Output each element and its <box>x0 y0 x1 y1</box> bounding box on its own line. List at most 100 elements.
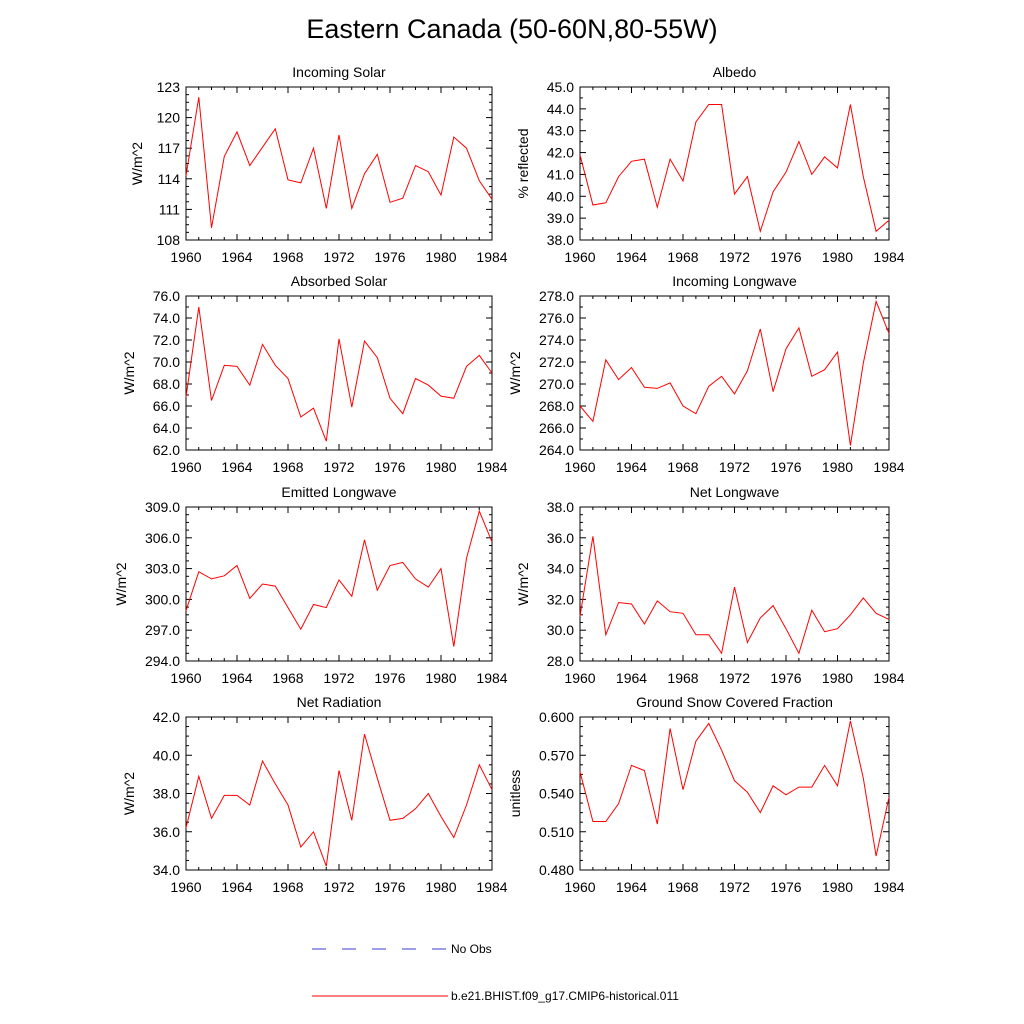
y-tick-label: 43.0 <box>547 123 574 139</box>
y-tick-label: 32.0 <box>547 591 574 607</box>
y-tick-label: 40.0 <box>547 188 574 204</box>
y-tick-label: 38.0 <box>547 232 574 248</box>
panel-3: Absorbed Solar 62.0 64.0 66.0 68.0 70.0 72.0 74… <box>121 273 508 475</box>
x-tick-label: 1980 <box>822 249 853 265</box>
page-title: Eastern Canada (50-60N,80-55W) <box>306 14 718 44</box>
y-tick-label: 72.0 <box>153 332 180 348</box>
series-line <box>579 104 890 234</box>
panel-title: Incoming Longwave <box>672 273 797 289</box>
y-tick-label: 70.0 <box>153 354 180 370</box>
panel-title: Net Radiation <box>297 694 382 710</box>
x-tick-label: 1964 <box>616 670 647 686</box>
plot-frame <box>579 716 890 871</box>
x-tick-label: 1976 <box>374 249 405 265</box>
y-tick-label: 42.0 <box>547 145 574 161</box>
y-tick-label: 117 <box>158 140 181 156</box>
x-tick-label: 1972 <box>719 879 750 895</box>
y-tick-label: 123 <box>157 79 181 95</box>
x-tick-label: 1972 <box>323 879 354 895</box>
x-tick-label: 1968 <box>667 459 698 475</box>
y-axis-label: W/m^2 <box>113 562 129 605</box>
plot-frame <box>579 86 890 241</box>
x-tick-label: 1972 <box>719 670 750 686</box>
x-tick-label: 1980 <box>822 879 853 895</box>
x-tick-label: 1984 <box>476 879 507 895</box>
x-tick-label: 1980 <box>425 879 456 895</box>
x-tick-label: 1980 <box>425 459 456 475</box>
legend-obs-label: No Obs <box>451 942 492 956</box>
panel-title: Ground Snow Covered Fraction <box>636 694 833 710</box>
series-line <box>185 734 493 867</box>
x-tick-label: 1976 <box>770 670 801 686</box>
y-tick-label: 34.0 <box>547 561 574 577</box>
y-tick-label: 268.0 <box>539 398 574 414</box>
x-tick-label: 1972 <box>719 249 750 265</box>
panel-2: Albedo 38.0 39.0 40.0 41.0 42.0 43.0 44.0 45.0 19… <box>515 64 905 265</box>
panel-title: Net Longwave <box>690 484 780 500</box>
x-tick-label: 1984 <box>873 879 904 895</box>
x-tick-label: 1972 <box>323 459 354 475</box>
panel-1: Incoming Solar 108 111 114 117 120 123 1960 1964… <box>129 64 508 265</box>
y-tick-label: 294.0 <box>145 653 180 669</box>
y-tick-label: 300.0 <box>145 591 180 607</box>
x-tick-label: 1980 <box>425 249 456 265</box>
y-axis-label: W/m^2 <box>129 142 145 185</box>
y-tick-label: 276.0 <box>539 310 574 326</box>
y-tick-label: 36.0 <box>153 824 180 840</box>
x-tick-label: 1964 <box>616 249 647 265</box>
y-tick-label: 306.0 <box>145 530 180 546</box>
y-tick-label: 266.0 <box>539 420 574 436</box>
y-tick-label: 68.0 <box>153 376 180 392</box>
x-tick-label: 1972 <box>719 459 750 475</box>
x-tick-label: 1980 <box>425 670 456 686</box>
series-line <box>579 536 890 655</box>
x-tick-label: 1984 <box>476 249 507 265</box>
x-tick-label: 1960 <box>564 249 595 265</box>
panel-8: Ground Snow Covered Fraction 0.480 0.510 0.… <box>507 694 905 895</box>
panel-6: Net Longwave 28.0 30.0 32.0 34.0 36.0 38.0 1960… <box>515 484 905 686</box>
x-tick-label: 1968 <box>667 249 698 265</box>
y-tick-label: 74.0 <box>153 310 180 326</box>
series-line <box>579 720 890 857</box>
y-tick-label: 28.0 <box>547 653 574 669</box>
x-tick-label: 1976 <box>770 249 801 265</box>
x-tick-label: 1976 <box>770 459 801 475</box>
y-tick-label: 39.0 <box>547 210 574 226</box>
plot-frame <box>185 295 493 451</box>
y-tick-label: 297.0 <box>145 622 180 638</box>
y-tick-label: 38.0 <box>153 786 180 802</box>
panel-title: Albedo <box>713 64 757 80</box>
y-tick-label: 42.0 <box>153 709 180 725</box>
y-tick-label: 34.0 <box>153 862 180 878</box>
x-tick-label: 1984 <box>476 670 507 686</box>
y-tick-label: 309.0 <box>145 499 180 515</box>
x-tick-label: 1968 <box>272 249 303 265</box>
y-axis-label: W/m^2 <box>121 772 137 815</box>
y-axis-label: unitless <box>507 770 523 817</box>
y-tick-label: 270.0 <box>539 376 574 392</box>
x-tick-label: 1984 <box>873 459 904 475</box>
x-tick-label: 1980 <box>822 459 853 475</box>
y-tick-label: 108 <box>157 232 181 248</box>
x-tick-label: 1964 <box>221 879 252 895</box>
x-tick-label: 1960 <box>170 249 201 265</box>
x-tick-label: 1960 <box>564 670 595 686</box>
legend-model-label: b.e21.BHIST.f09_g17.CMIP6-historical.011 <box>451 989 679 1003</box>
y-tick-label: 0.600 <box>539 709 574 725</box>
y-tick-label: 272.0 <box>539 354 574 370</box>
y-tick-label: 66.0 <box>153 398 180 414</box>
x-tick-label: 1964 <box>221 459 252 475</box>
x-tick-label: 1972 <box>323 249 354 265</box>
x-tick-label: 1960 <box>170 879 201 895</box>
x-tick-label: 1960 <box>564 459 595 475</box>
x-tick-label: 1964 <box>221 249 252 265</box>
y-tick-label: 30.0 <box>547 622 574 638</box>
series-line <box>185 97 493 228</box>
y-tick-label: 0.570 <box>539 747 574 763</box>
y-tick-label: 274.0 <box>539 332 574 348</box>
panel-4: Incoming Longwave 264.0 266.0 268.0 270.0 272… <box>507 273 905 475</box>
y-axis-label: % reflected <box>515 128 531 198</box>
series-line <box>185 306 493 442</box>
y-tick-label: 41.0 <box>547 166 574 182</box>
